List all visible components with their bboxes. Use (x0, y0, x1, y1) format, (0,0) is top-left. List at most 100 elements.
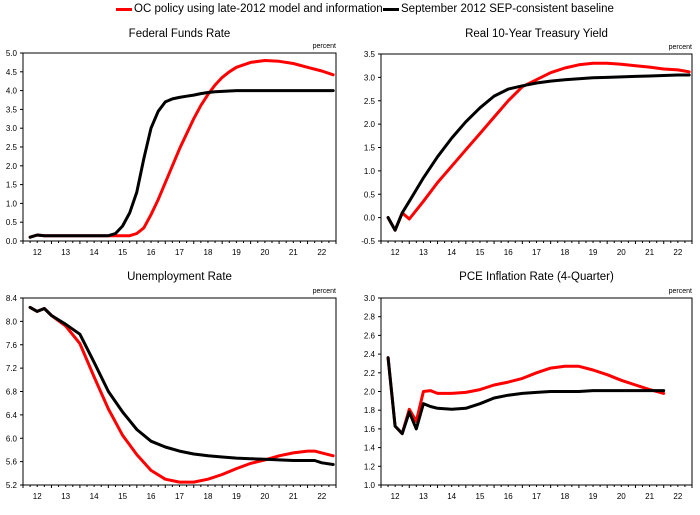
x-tick-label: 20 (260, 492, 269, 501)
legend: OC policy using late-2012 model and info… (0, 3, 700, 21)
series-line-oc-policy (386, 356, 666, 436)
x-tick-label: 22 (673, 248, 682, 257)
y-tick-label: 8.0 (6, 317, 18, 326)
chart-panel: Federal Funds Rate percent 0.0 0.5 1.0 1.5 2.0… (6, 28, 337, 257)
y-tick-label: 6.8 (6, 388, 18, 397)
x-tick-label: 12 (33, 492, 42, 501)
y-tick-label: 2.0 (6, 162, 18, 171)
legend-item-oc-policy: OC policy using late-2012 model and info… (116, 3, 383, 15)
y-tick-label: 3.0 (364, 294, 376, 303)
legend-swatch-red (116, 7, 132, 11)
x-tick-label: 12 (391, 492, 400, 501)
x-tick-label: 21 (289, 492, 298, 501)
x-tick-label: 15 (118, 248, 127, 257)
x-tick-label: 17 (532, 248, 541, 257)
x-tick-label: 12 (391, 248, 400, 257)
y-tick-label: 2.4 (364, 350, 376, 359)
x-tick-label: 21 (645, 248, 654, 257)
y-tick-label: 0.0 (6, 237, 18, 246)
y-tick-label: 2.6 (364, 331, 376, 340)
x-tick-label: 13 (419, 492, 428, 501)
x-tick-label: 18 (560, 492, 569, 501)
series-line-baseline (386, 73, 691, 232)
y-tick-label: 5.0 (6, 49, 18, 58)
y-tick-label: 1.6 (364, 425, 376, 434)
x-tick-label: 21 (289, 248, 298, 257)
y-tick-label: 3.5 (364, 50, 376, 59)
unit-label: percent (669, 44, 692, 51)
x-tick-label: 22 (317, 492, 326, 501)
y-tick-label: 6.4 (6, 411, 18, 420)
x-tick-label: 21 (645, 492, 654, 501)
x-tick-label: 19 (232, 248, 241, 257)
y-tick-label: 1.4 (364, 444, 376, 453)
x-tick-label: 18 (204, 492, 213, 501)
y-tick-label: 1.8 (364, 406, 376, 415)
x-tick-label: 20 (260, 248, 269, 257)
chart-title: Federal Funds Rate (129, 28, 231, 40)
series-line-baseline (386, 356, 666, 436)
unit-label: percent (313, 43, 336, 50)
y-tick-label: 2.0 (364, 120, 376, 129)
y-tick-label: 7.6 (6, 341, 18, 350)
x-tick-label: 13 (61, 492, 70, 501)
y-tick-label: 6.0 (6, 434, 18, 443)
unit-label: percent (313, 288, 336, 295)
y-tick-label: 1.5 (364, 144, 376, 153)
x-tick-label: 14 (90, 492, 99, 501)
y-tick-label: 2.5 (364, 97, 376, 106)
y-tick-label: 4.5 (6, 68, 18, 77)
x-tick-label: 15 (476, 248, 485, 257)
legend-item-baseline: September 2012 SEP-consistent baseline (383, 3, 614, 15)
y-tick-label: 0.0 (364, 214, 376, 223)
y-tick-label: 1.0 (6, 199, 18, 208)
x-tick-label: 16 (147, 248, 156, 257)
y-tick-label: 2.8 (364, 313, 376, 322)
series-line-baseline (28, 89, 335, 239)
y-tick-label: 2.2 (364, 369, 376, 378)
chart-title: Unemployment Rate (127, 271, 232, 283)
x-tick-label: 17 (532, 492, 541, 501)
y-tick-label: 8.4 (6, 294, 18, 303)
x-tick-label: 18 (204, 248, 213, 257)
x-tick-label: 17 (175, 248, 184, 257)
x-tick-label: 17 (175, 492, 184, 501)
y-tick-label: 3.0 (364, 73, 376, 82)
y-tick-label: 1.2 (364, 462, 376, 471)
x-tick-label: 18 (560, 248, 569, 257)
y-tick-label: 5.6 (6, 458, 18, 467)
y-tick-label: 4.0 (6, 87, 18, 96)
chart-panel: PCE Inflation Rate (4-Quarter) percent 1.0… (364, 271, 693, 501)
x-tick-label: 20 (617, 492, 626, 501)
series-line-oc-policy (28, 59, 335, 239)
x-tick-label: 13 (419, 248, 428, 257)
y-tick-label: 1.5 (6, 181, 18, 190)
x-tick-label: 13 (61, 248, 70, 257)
y-tick-label: -0.5 (361, 237, 375, 246)
x-tick-label: 16 (504, 248, 513, 257)
legend-swatch-black (383, 7, 399, 11)
x-tick-label: 19 (232, 492, 241, 501)
x-tick-label: 12 (33, 248, 42, 257)
chart-title: PCE Inflation Rate (4-Quarter) (459, 271, 614, 283)
x-tick-label: 14 (447, 492, 456, 501)
x-tick-label: 20 (617, 248, 626, 257)
y-tick-label: 7.2 (6, 364, 18, 373)
y-tick-label: 1.0 (364, 481, 376, 490)
x-tick-label: 16 (504, 492, 513, 501)
y-tick-label: 5.2 (6, 481, 18, 490)
x-tick-label: 16 (147, 492, 156, 501)
x-tick-label: 19 (589, 492, 598, 501)
y-tick-label: 2.5 (6, 143, 18, 152)
chart-title: Real 10-Year Treasury Yield (465, 28, 608, 40)
legend-label: OC policy using late-2012 model and info… (134, 3, 383, 15)
unit-label: percent (669, 288, 692, 295)
y-tick-label: 0.5 (6, 218, 18, 227)
x-tick-label: 22 (673, 492, 682, 501)
x-tick-label: 19 (589, 248, 598, 257)
legend-label: September 2012 SEP-consistent baseline (401, 3, 614, 15)
y-tick-label: 0.5 (364, 190, 376, 199)
series-line-baseline (28, 305, 335, 466)
y-tick-label: 2.0 (364, 388, 376, 397)
